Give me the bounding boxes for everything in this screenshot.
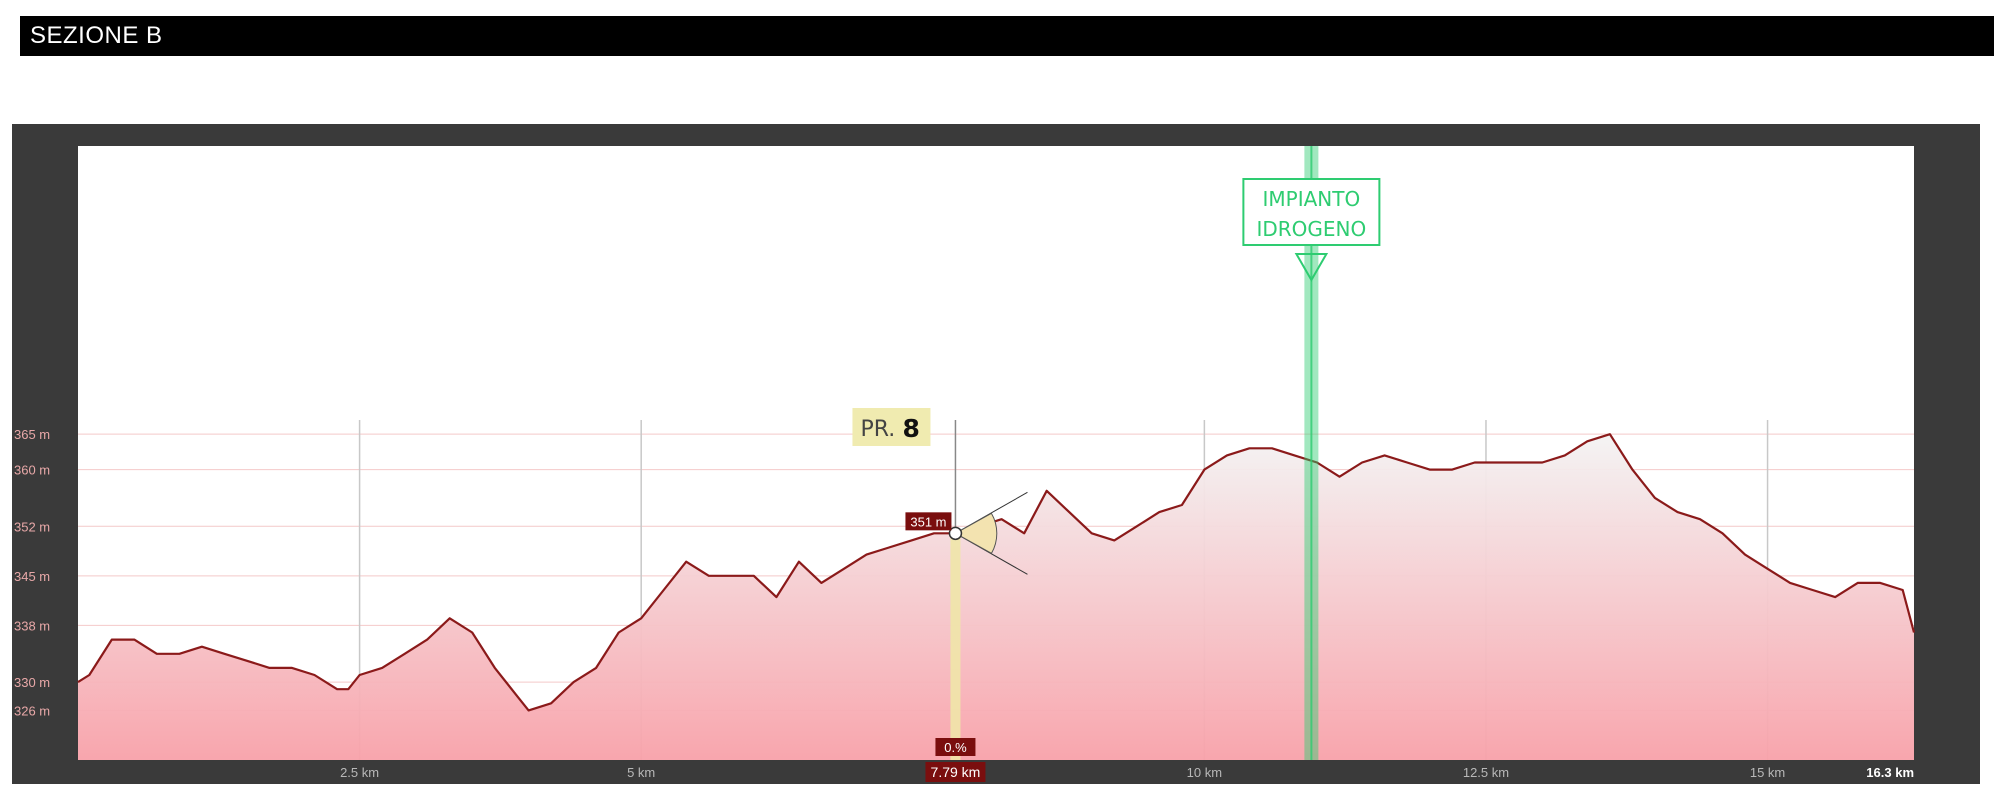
y-tick-label: 345 m (14, 569, 50, 584)
y-tick-label: 326 m (14, 703, 50, 718)
x-tick-label: 15 km (1750, 765, 1785, 780)
y-tick-label: 330 m (14, 675, 50, 690)
y-tick-label: 352 m (14, 519, 50, 534)
marker-label-line1: IMPIANTO (1263, 187, 1361, 211)
point-label-prefix: PR. (860, 417, 895, 442)
y-tick-label: 365 m (14, 427, 50, 442)
marker-label-line2: IDROGENO (1256, 217, 1366, 241)
x-tick-label: 12.5 km (1463, 765, 1509, 780)
grade-tag-label: 0.% (944, 740, 967, 755)
x-axis-gutter (12, 760, 1980, 784)
y-tick-label: 360 m (14, 463, 50, 478)
cursor-band (950, 533, 960, 760)
elevation-tag-label: 351 m (910, 514, 946, 529)
x-tick-label: 5 km (627, 765, 655, 780)
x-end-label: 16.3 km (1866, 765, 1914, 780)
x-tick-label: 10 km (1187, 765, 1222, 780)
point-label-number: 8 (902, 414, 919, 443)
right-gutter (1914, 420, 1980, 760)
x-tick-label: 2.5 km (340, 765, 379, 780)
y-tick-label: 338 m (14, 618, 50, 633)
distance-tag-label: 7.79 km (931, 764, 981, 780)
